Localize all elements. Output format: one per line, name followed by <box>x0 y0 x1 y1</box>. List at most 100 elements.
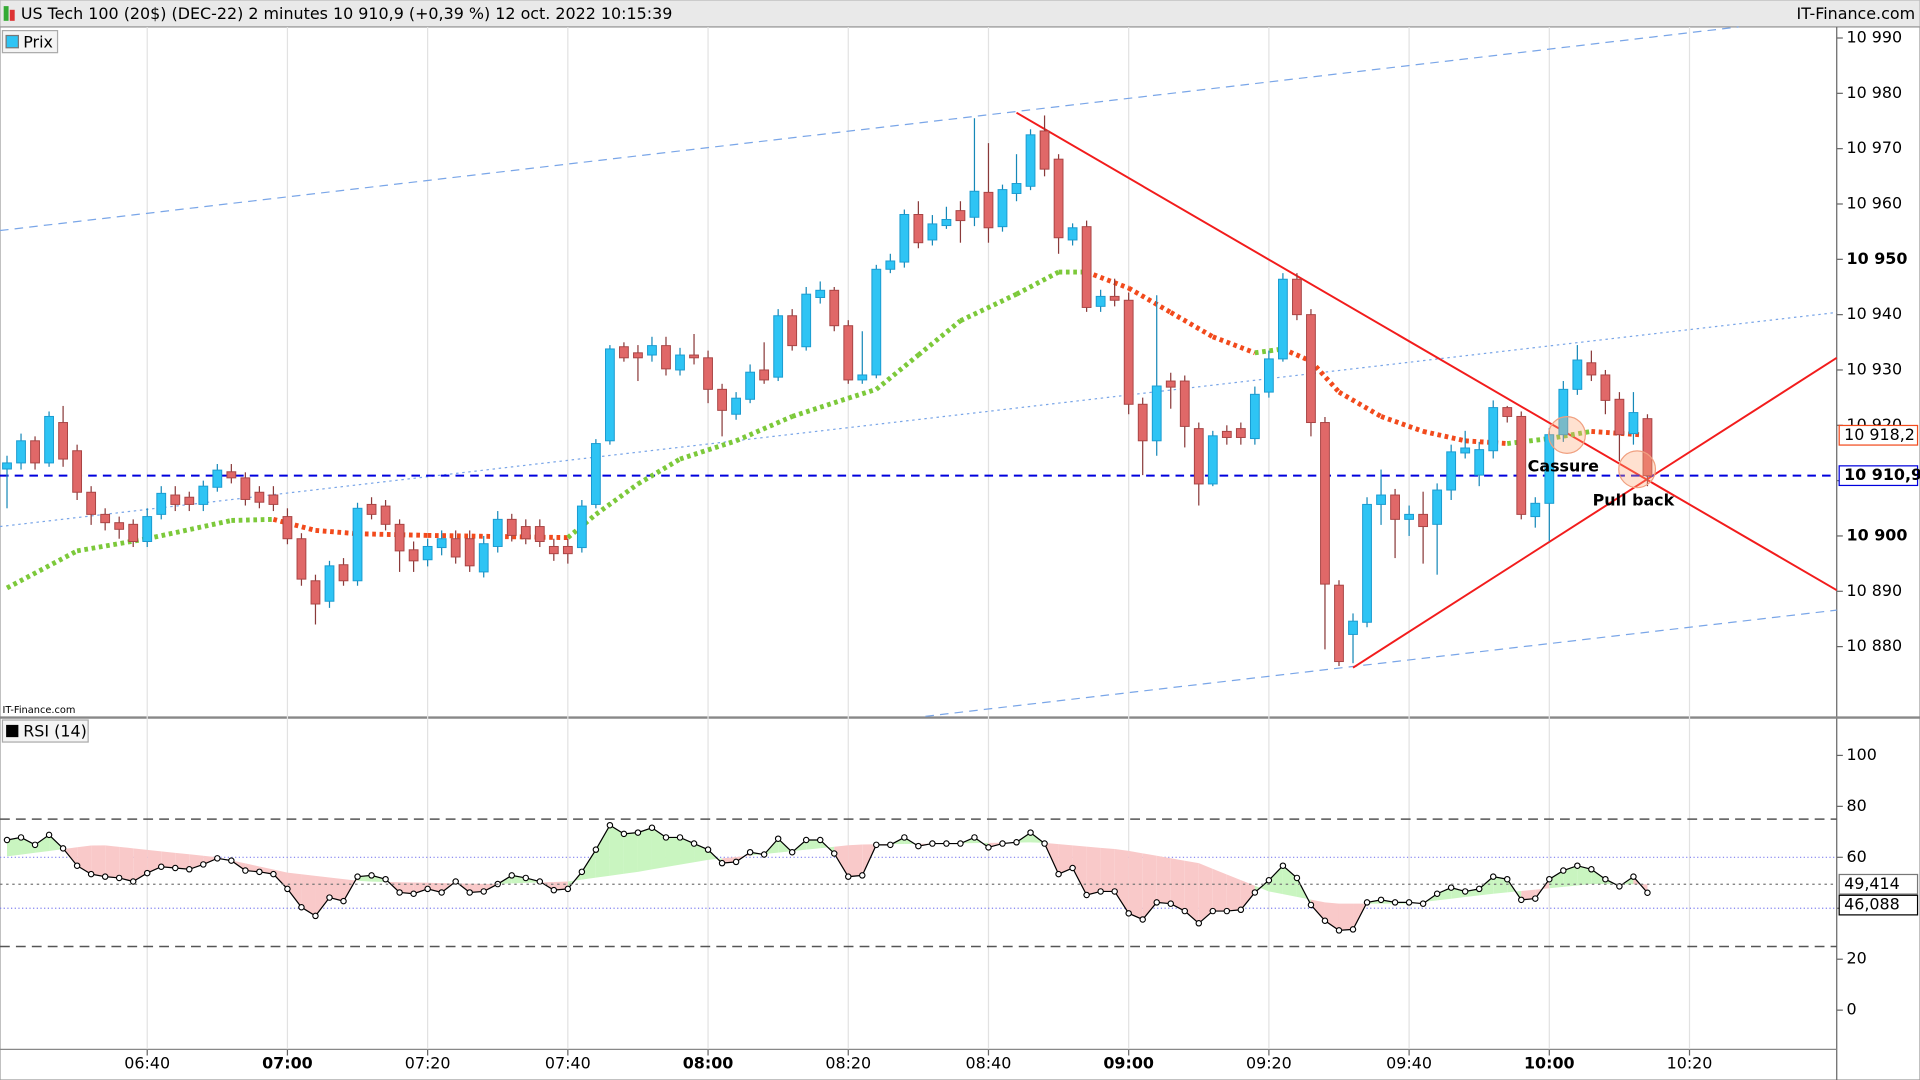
candle-body <box>1278 278 1288 360</box>
candle-body <box>44 415 54 464</box>
value-label: 10 918,2 <box>1844 425 1915 444</box>
rsi-point <box>774 835 782 842</box>
rsi-fill <box>1591 869 1606 885</box>
y-tick-label: 10 970 <box>1847 138 1903 157</box>
rsi-fill <box>1577 865 1592 886</box>
rsi-point <box>788 848 796 856</box>
ma-segment <box>357 531 428 538</box>
rsi-fill <box>413 882 428 894</box>
ma-segment <box>735 414 794 444</box>
rsi-point <box>101 873 109 880</box>
rsi-point <box>1167 900 1174 907</box>
rsi-fill <box>1521 889 1536 900</box>
rsi-point <box>1616 883 1623 890</box>
candle-body <box>1572 359 1583 390</box>
rsi-point <box>1223 907 1231 915</box>
rsi-point <box>1391 899 1399 906</box>
ma-segment <box>1465 438 1508 447</box>
x-tick-label: 09:00 <box>1103 1054 1154 1073</box>
rsi-fill <box>609 825 624 876</box>
x-tick-label: 10:20 <box>1667 1054 1713 1073</box>
rsi-point <box>438 889 445 896</box>
rsi-point <box>1251 889 1259 896</box>
candle-body <box>675 354 685 371</box>
candle-body <box>1530 502 1541 518</box>
rsi-point <box>340 897 347 905</box>
rsi-point <box>1335 927 1343 934</box>
rsi-point <box>1644 889 1651 896</box>
candle-body <box>72 450 83 493</box>
legend-label: RSI (14) <box>23 722 87 741</box>
rsi-fill <box>651 827 666 870</box>
ma-segment <box>1211 334 1256 356</box>
candle-body <box>801 293 812 348</box>
rsi-point <box>1027 829 1034 836</box>
candle-body <box>1067 227 1078 241</box>
y-tick-label: 10 980 <box>1847 83 1903 102</box>
rsi-point <box>1503 875 1511 883</box>
candle-body <box>100 513 111 524</box>
rsi-point <box>115 874 123 882</box>
rsi-fill <box>848 844 863 877</box>
rsi-point <box>59 845 67 852</box>
ma-segment <box>1085 269 1130 291</box>
ma-segment <box>959 291 1018 323</box>
ma-segment <box>497 534 568 541</box>
x-tick-label: 07:40 <box>545 1054 591 1073</box>
rsi-point <box>368 872 375 879</box>
candle-body <box>1586 362 1597 376</box>
ma-segment <box>1422 428 1466 444</box>
rsi-point <box>1055 870 1062 878</box>
candle-body <box>1095 295 1106 307</box>
candle-body <box>731 397 741 415</box>
rsi-fill <box>77 845 92 875</box>
rsi-point <box>1139 916 1146 923</box>
candle-body <box>605 348 615 442</box>
rsi-fill <box>1212 868 1227 912</box>
candle-body <box>829 289 840 327</box>
rsi-point <box>466 889 473 896</box>
candle-body <box>619 346 629 359</box>
rsi-point <box>172 864 179 872</box>
value-label: 10 910,9 <box>1844 465 1920 484</box>
ma-segment <box>427 532 498 539</box>
rsi-point <box>859 872 866 879</box>
frame <box>0 26 1920 1080</box>
rsi-point <box>1013 839 1020 846</box>
ma-segment <box>916 318 962 357</box>
rsi-point <box>662 834 670 841</box>
rsi-point <box>1349 926 1357 933</box>
candle-body <box>212 469 223 488</box>
rsi-fill <box>680 837 695 865</box>
candle-body <box>941 218 952 227</box>
candle-body <box>1418 513 1429 528</box>
candle-body <box>899 214 910 263</box>
candle-body <box>1628 412 1639 435</box>
rsi-point <box>87 870 95 878</box>
candle-body <box>1179 380 1190 427</box>
candle-body <box>1390 494 1400 520</box>
candle-body <box>324 565 335 602</box>
rsi-point <box>17 834 25 841</box>
rsi-fill <box>301 874 316 916</box>
rsi-fill <box>1563 865 1578 887</box>
candle-body <box>1404 513 1414 520</box>
candle-body <box>1460 447 1471 454</box>
rsi-point <box>73 862 81 869</box>
rsi-point <box>1069 864 1076 872</box>
legend-swatch <box>5 34 19 49</box>
rsi-fill <box>35 834 50 853</box>
candle-body <box>436 538 447 549</box>
rsi-fill <box>7 837 22 857</box>
rsi-point <box>802 836 810 844</box>
rsi-point <box>648 824 656 832</box>
candle-body <box>30 440 40 464</box>
rsi-point <box>1125 910 1132 917</box>
rsi-point <box>256 868 263 876</box>
candle-body <box>871 268 882 376</box>
rsi-point <box>1518 896 1525 904</box>
x-tick-label: 08:40 <box>966 1054 1012 1073</box>
rsi-fill <box>1128 850 1143 920</box>
rsi-fill <box>427 882 442 893</box>
